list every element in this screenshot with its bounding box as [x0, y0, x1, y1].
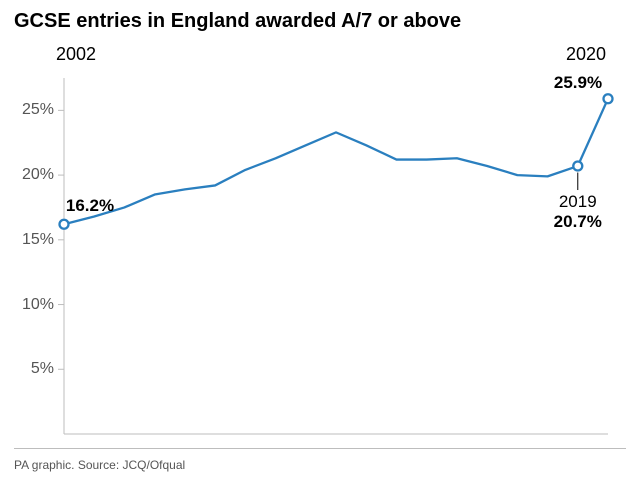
footer-divider: [14, 448, 626, 449]
y-tick-label: 20%: [4, 166, 54, 184]
plot-area: 5%10%15%20%25%2002202016.2%25.9%201920.7…: [64, 78, 608, 434]
data-marker: [573, 162, 582, 171]
data-line: [64, 99, 608, 225]
callout-year: 2019: [559, 192, 597, 212]
callout-value: 20.7%: [554, 212, 602, 232]
y-tick-label: 15%: [4, 231, 54, 249]
chart-source: PA graphic. Source: JCQ/Ofqual: [14, 458, 185, 472]
first-value-label: 16.2%: [66, 196, 114, 216]
x-start-year: 2002: [56, 44, 96, 65]
chart-svg: [64, 78, 608, 434]
chart-title: GCSE entries in England awarded A/7 or a…: [14, 10, 461, 33]
data-marker: [604, 94, 613, 103]
chart-container: GCSE entries in England awarded A/7 or a…: [0, 0, 640, 502]
y-tick-label: 5%: [4, 360, 54, 378]
x-end-year: 2020: [566, 44, 606, 65]
y-tick-label: 25%: [4, 101, 54, 119]
y-tick-label: 10%: [4, 296, 54, 314]
data-marker: [60, 220, 69, 229]
last-value-label: 25.9%: [554, 73, 602, 93]
